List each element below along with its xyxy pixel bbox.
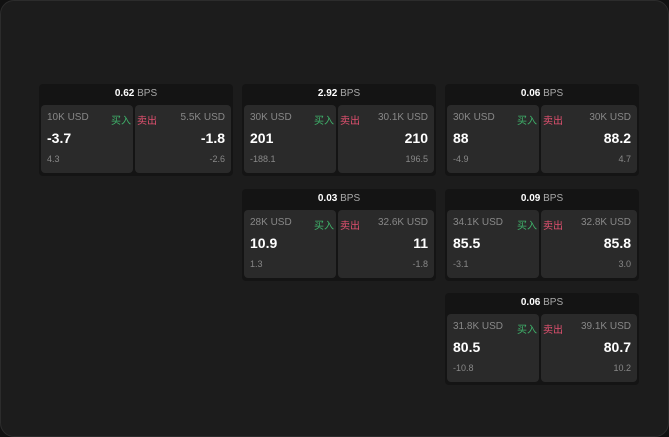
- spread-header: 0.03 BPS: [242, 189, 436, 209]
- spread-unit: BPS: [340, 193, 361, 204]
- bid-quantity: 31.8K USD: [453, 321, 504, 332]
- sell-label: 卖出: [340, 221, 360, 232]
- spread-unit: BPS: [543, 297, 564, 308]
- bid-price: 80.5: [453, 339, 481, 355]
- ask-quantity: 32.8K USD: [580, 217, 631, 228]
- buy-button[interactable]: 10K USD 买入 -3.7 4.3: [41, 105, 133, 173]
- ask-price: 88.2: [603, 130, 631, 146]
- ask-change: 10.2: [613, 363, 631, 373]
- spread-value: 0.09: [520, 193, 541, 204]
- quote-card: 0.09 BPS 34.1K USD 买入 85.5 -3.1 卖出 32.8K…: [445, 189, 639, 281]
- spread-header: 0.09 BPS: [445, 189, 639, 209]
- spread-header: 2.92 BPS: [242, 84, 436, 104]
- spread-value: 0.62: [114, 88, 135, 99]
- ask-change: 3.0: [618, 259, 631, 269]
- bid-change: -10.8: [453, 363, 474, 373]
- buy-label: 买入: [111, 116, 131, 127]
- ask-quantity: 39.1K USD: [580, 321, 631, 332]
- spread-value: 0.06: [520, 297, 541, 308]
- spread-unit: BPS: [543, 88, 564, 99]
- bid-quantity: 10K USD: [47, 112, 89, 123]
- spread-value: 2.92: [317, 88, 338, 99]
- sell-label: 卖出: [543, 221, 563, 232]
- sell-label: 卖出: [543, 116, 563, 127]
- ask-quantity: 30.1K USD: [377, 112, 428, 123]
- bid-price: 201: [250, 130, 274, 146]
- quote-card: 0.03 BPS 28K USD 买入 10.9 1.3 卖出 32.6K US…: [242, 189, 436, 281]
- buy-button[interactable]: 31.8K USD 买入 80.5 -10.8: [447, 314, 539, 382]
- ask-quantity: 30K USD: [589, 112, 631, 123]
- ask-quantity: 5.5K USD: [180, 112, 225, 123]
- sell-button[interactable]: 卖出 32.8K USD 85.8 3.0: [541, 210, 637, 278]
- bid-quantity: 28K USD: [250, 217, 292, 228]
- buy-button[interactable]: 28K USD 买入 10.9 1.3: [244, 210, 336, 278]
- ask-change: 4.7: [618, 154, 631, 164]
- buy-label: 买入: [314, 221, 334, 232]
- spread-header: 0.62 BPS: [39, 84, 233, 104]
- buy-label: 买入: [517, 116, 537, 127]
- quote-card: 0.06 BPS 31.8K USD 买入 80.5 -10.8 卖出 39.1…: [445, 293, 639, 385]
- sell-button[interactable]: 卖出 5.5K USD -1.8 -2.6: [135, 105, 231, 173]
- spread-value: 0.03: [317, 193, 338, 204]
- ask-price: -1.8: [200, 130, 225, 146]
- sell-button[interactable]: 卖出 39.1K USD 80.7 10.2: [541, 314, 637, 382]
- buy-label: 买入: [517, 221, 537, 232]
- bid-quantity: 30K USD: [250, 112, 292, 123]
- bid-change: -4.9: [453, 154, 469, 164]
- buy-label: 买入: [517, 325, 537, 336]
- spread-unit: BPS: [340, 88, 361, 99]
- sell-label: 卖出: [340, 116, 360, 127]
- bid-quantity: 30K USD: [453, 112, 495, 123]
- bid-price: 88: [453, 130, 469, 146]
- buy-button[interactable]: 30K USD 买入 88 -4.9: [447, 105, 539, 173]
- bid-price: 10.9: [250, 235, 278, 251]
- spread-header: 0.06 BPS: [445, 84, 639, 104]
- sell-button[interactable]: 卖出 30.1K USD 210 196.5: [338, 105, 434, 173]
- spread-value: 0.06: [520, 88, 541, 99]
- bid-change: -3.1: [453, 259, 469, 269]
- quote-card: 2.92 BPS 30K USD 买入 201 -188.1 卖出 30.1K …: [242, 84, 436, 176]
- sell-label: 卖出: [543, 325, 563, 336]
- bid-change: 4.3: [47, 154, 60, 164]
- buy-label: 买入: [314, 116, 334, 127]
- bid-change: 1.3: [250, 259, 263, 269]
- buy-button[interactable]: 34.1K USD 买入 85.5 -3.1: [447, 210, 539, 278]
- bid-quantity: 34.1K USD: [453, 217, 504, 228]
- bid-change: -188.1: [250, 154, 276, 164]
- ask-price: 11: [413, 235, 428, 251]
- ask-price: 80.7: [603, 339, 631, 355]
- ask-change: -1.8: [412, 259, 428, 269]
- spread-unit: BPS: [543, 193, 564, 204]
- ask-change: -2.6: [209, 154, 225, 164]
- sell-button[interactable]: 卖出 30K USD 88.2 4.7: [541, 105, 637, 173]
- quote-card: 0.06 BPS 30K USD 买入 88 -4.9 卖出 30K USD 8…: [445, 84, 639, 176]
- sell-button[interactable]: 卖出 32.6K USD 11 -1.8: [338, 210, 434, 278]
- ask-change: 196.5: [405, 154, 428, 164]
- spread-header: 0.06 BPS: [445, 293, 639, 313]
- bid-price: 85.5: [453, 235, 481, 251]
- ask-quantity: 32.6K USD: [377, 217, 428, 228]
- bid-price: -3.7: [47, 130, 72, 146]
- ask-price: 210: [404, 130, 428, 146]
- ask-price: 85.8: [603, 235, 631, 251]
- spread-unit: BPS: [137, 88, 158, 99]
- sell-label: 卖出: [137, 116, 157, 127]
- quote-card: 0.62 BPS 10K USD 买入 -3.7 4.3 卖出 5.5K USD…: [39, 84, 233, 176]
- buy-button[interactable]: 30K USD 买入 201 -188.1: [244, 105, 336, 173]
